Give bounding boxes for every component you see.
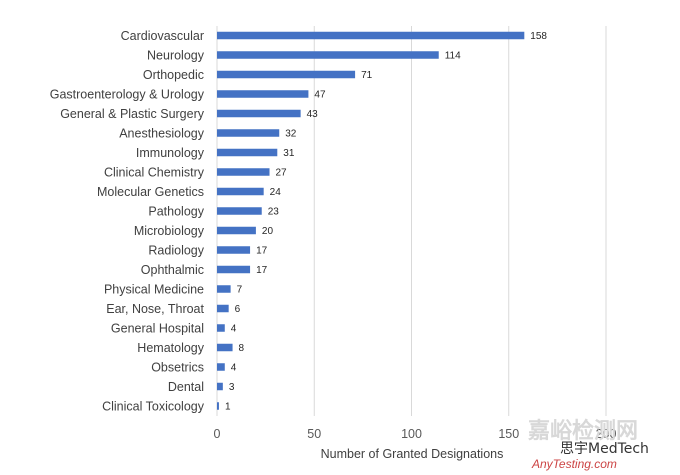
watermark-english: AnyTesting.com: [531, 457, 617, 471]
x-tick-label: 100: [401, 427, 422, 441]
category-label: Physical Medicine: [104, 283, 204, 297]
bar: [217, 51, 439, 59]
data-label: 8: [239, 343, 245, 354]
data-label: 17: [256, 246, 268, 257]
gridlines: [216, 26, 607, 416]
bar: [217, 285, 231, 293]
bar: [217, 109, 301, 118]
category-label: Immunology: [136, 146, 205, 160]
data-label: 3: [229, 382, 235, 393]
category-label: Clinical Toxicology: [102, 400, 205, 414]
bar: [217, 246, 251, 254]
data-label: 17: [256, 265, 268, 276]
data-label: 31: [283, 148, 295, 159]
category-label: Ear, Nose, Throat: [106, 302, 204, 316]
data-label: 32: [285, 129, 297, 140]
bars: [217, 31, 525, 410]
category-label: Ophthalmic: [141, 263, 204, 277]
category-labels: Cardiovascular Neurology Orthopedic Gastroe…: [50, 29, 205, 414]
data-label: 158: [530, 31, 547, 42]
category-label: Cardiovascular: [121, 29, 204, 43]
data-label: 4: [231, 363, 237, 374]
data-label: 71: [361, 70, 373, 81]
bar: [217, 148, 278, 157]
bar: [217, 31, 525, 40]
bar: [217, 265, 251, 274]
bar: [217, 129, 280, 137]
bar: [217, 90, 309, 98]
data-label: 23: [268, 207, 280, 218]
category-label: Anesthesiology: [119, 127, 205, 141]
x-tick-label: 150: [498, 427, 519, 441]
bar: [217, 187, 264, 196]
bar: [217, 226, 256, 235]
category-label: General Hospital: [111, 322, 204, 336]
data-label: 114: [445, 51, 461, 62]
category-label: Radiology: [148, 244, 204, 258]
bar: [217, 343, 233, 352]
watermark-chinese: 嘉峪检测网: [528, 418, 638, 444]
x-axis-title: Number of Granted Designations: [321, 447, 504, 461]
x-tick-label: 200: [596, 427, 617, 441]
category-label: Obsetrics: [151, 361, 204, 375]
bar: [217, 168, 270, 176]
bar: [217, 304, 229, 313]
bar: [217, 70, 356, 79]
category-label: Clinical Chemistry: [104, 166, 205, 180]
x-tick-label: 0: [214, 427, 221, 441]
watermark-brand: 思宇MedTech: [560, 441, 649, 457]
category-label: Microbiology: [134, 224, 205, 238]
category-label: General & Plastic Surgery: [60, 107, 205, 121]
data-label: 20: [262, 226, 274, 237]
watermark: 嘉峪检测网 思宇MedTech AnyTesting.com: [528, 418, 649, 471]
category-label: Molecular Genetics: [97, 185, 204, 199]
category-label: Pathology: [148, 205, 204, 219]
bar: [217, 363, 225, 371]
bar: [217, 207, 262, 215]
data-label: 6: [235, 304, 241, 315]
data-label: 1: [225, 402, 231, 413]
data-label: 24: [270, 187, 282, 198]
data-label: 47: [314, 90, 326, 101]
category-label: Neurology: [147, 49, 205, 63]
data-label: 4: [231, 324, 237, 335]
category-label: Dental: [168, 380, 204, 394]
bar: [217, 382, 223, 391]
category-label: Gastroenterology & Urology: [50, 88, 205, 102]
data-label: 27: [276, 168, 288, 179]
x-tick-labels: 0 50 100 150 200: [214, 427, 617, 441]
category-label: Orthopedic: [143, 68, 204, 82]
data-label: 43: [307, 109, 319, 120]
category-label: Hematology: [137, 341, 204, 355]
bar: [217, 324, 225, 332]
data-label: 7: [237, 285, 243, 296]
bar: [217, 402, 219, 410]
x-tick-label: 50: [307, 427, 321, 441]
